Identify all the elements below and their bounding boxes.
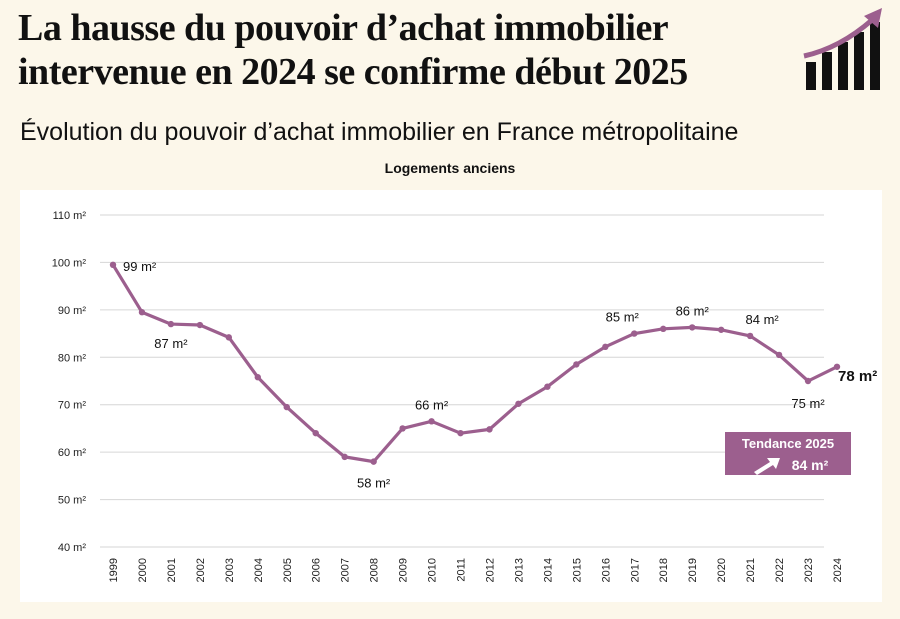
data-label: 58 m² xyxy=(357,476,391,491)
data-point xyxy=(254,374,261,381)
data-label: 78 m² xyxy=(838,368,877,385)
x-tick-label: 2004 xyxy=(253,558,265,582)
data-point xyxy=(804,377,812,385)
y-tick-label: 70 m² xyxy=(58,400,86,412)
data-point xyxy=(341,453,348,461)
x-tick-label: 2002 xyxy=(195,558,207,582)
chart-subtitle: Évolution du pouvoir d’achat immobilier … xyxy=(20,118,739,146)
chart-title: Logements anciens xyxy=(384,160,516,176)
data-point xyxy=(283,403,290,411)
x-tick-label: 2009 xyxy=(398,558,410,582)
x-tick-label: 2017 xyxy=(629,558,641,582)
data-label: 87 m² xyxy=(154,336,188,351)
line-chart: 40 m² 50 m² 60 m² 70 m² 80 m² 90 m² 100 m² 110 … xyxy=(52,210,877,582)
x-tick-label: 2007 xyxy=(340,558,352,582)
x-tick-label: 2010 xyxy=(427,558,439,582)
series-line xyxy=(111,263,838,464)
y-tick-label: 50 m² xyxy=(58,495,86,507)
data-point xyxy=(196,321,204,329)
trend-label: Tendance 2025 xyxy=(742,436,834,451)
x-tick-label: 2023 xyxy=(803,558,815,582)
data-label: 85 m² xyxy=(606,310,640,325)
data-point xyxy=(109,261,117,268)
data-point xyxy=(167,320,175,328)
trend-box xyxy=(725,432,851,475)
x-tick-label: 2024 xyxy=(832,558,844,582)
data-label: 66 m² xyxy=(415,397,449,412)
y-tick-label: 90 m² xyxy=(58,305,86,317)
headline: La hausse du pouvoir d’achat immobilier … xyxy=(18,7,688,93)
data-point xyxy=(399,425,406,432)
data-point xyxy=(775,351,783,359)
data-point xyxy=(602,343,609,351)
data-point xyxy=(660,325,667,333)
x-tick-label: 2019 xyxy=(687,558,699,582)
data-point xyxy=(833,363,841,370)
x-tick-label: 1999 xyxy=(108,558,120,582)
data-point xyxy=(631,330,638,337)
x-tick-label: 2006 xyxy=(311,558,323,582)
x-tick-label: 2012 xyxy=(484,558,496,582)
data-point xyxy=(312,429,319,437)
y-tick-label: 40 m² xyxy=(58,542,86,554)
data-point xyxy=(717,326,725,333)
data-point xyxy=(428,418,435,425)
data-point xyxy=(746,332,754,340)
x-tick-label: 2018 xyxy=(658,558,670,582)
data-point xyxy=(457,429,464,437)
x-tick-label: 2000 xyxy=(137,558,149,582)
x-tick-label: 2021 xyxy=(745,558,757,582)
data-point xyxy=(486,426,493,433)
data-label: 75 m² xyxy=(791,396,825,411)
x-tick-label: 2022 xyxy=(774,558,786,582)
data-label: 84 m² xyxy=(746,312,780,327)
data-point xyxy=(573,361,580,368)
data-point xyxy=(138,309,146,316)
data-point xyxy=(370,458,377,465)
data-point xyxy=(515,400,522,407)
data-label: 86 m² xyxy=(676,303,710,318)
x-tick-label: 2003 xyxy=(224,558,236,582)
x-tick-label: 2014 xyxy=(542,558,554,582)
x-tick-label: 2008 xyxy=(369,558,381,582)
trend-value: 84 m² xyxy=(792,457,829,473)
x-tick-label: 2020 xyxy=(716,558,728,582)
x-tick-label: 2015 xyxy=(571,558,583,582)
y-tick-label: 100 m² xyxy=(52,257,87,269)
x-tick-label: 2005 xyxy=(282,558,294,582)
x-tick-label: 2011 xyxy=(456,558,468,582)
x-tick-label: 2013 xyxy=(513,558,525,582)
x-tick-label: 2016 xyxy=(600,558,612,582)
y-tick-label: 80 m² xyxy=(58,352,86,364)
x-tick-label: 2001 xyxy=(166,558,178,582)
y-tick-label: 110 m² xyxy=(53,210,87,222)
data-label: 99 m² xyxy=(123,259,157,274)
y-tick-label: 60 m² xyxy=(58,447,86,459)
chart-area: 40 m² 50 m² 60 m² 70 m² 80 m² 90 m² 100 m² 110 … xyxy=(20,190,882,602)
trend-arrow-icon xyxy=(754,458,780,475)
data-point xyxy=(544,383,551,390)
data-point xyxy=(225,334,233,341)
data-point xyxy=(689,324,696,331)
rising-bars-arrow-icon xyxy=(803,8,882,90)
